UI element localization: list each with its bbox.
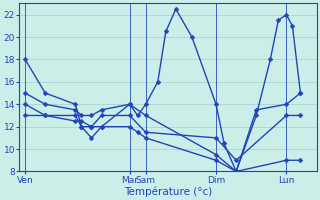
- X-axis label: Température (°c): Température (°c): [124, 186, 212, 197]
